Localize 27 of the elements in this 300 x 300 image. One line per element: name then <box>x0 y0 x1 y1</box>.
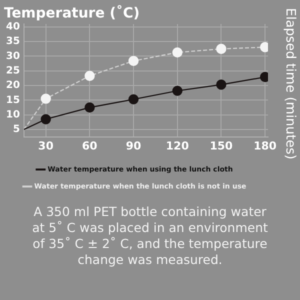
y-tick-label: 15 <box>6 94 20 106</box>
point <box>84 70 95 81</box>
y-tick-label: 20 <box>6 80 20 92</box>
x-tick-label: 30 <box>38 139 54 152</box>
x-tick-label: 90 <box>126 139 142 152</box>
x-tick-label: 150 <box>210 139 234 152</box>
y-tick-label: 35 <box>6 36 20 48</box>
x-tick-label: 180 <box>254 139 277 152</box>
y-tick-label: 5 <box>12 124 20 136</box>
x-tick-label: 60 <box>82 139 98 152</box>
point <box>172 47 182 58</box>
y-tick-label: 30 <box>6 50 20 62</box>
point <box>172 86 182 96</box>
point <box>216 44 226 54</box>
point <box>216 80 226 90</box>
text: A 350 ml PET bottle containing water at 5˚ C was placed in an environment of 35˚ C ± 2˚ C, and the temperature change was measured. <box>31 203 269 269</box>
point <box>84 102 95 113</box>
y-tick-label: 40 <box>6 22 20 33</box>
point <box>40 114 51 124</box>
text: Elapsed time (minutes) <box>282 8 298 160</box>
point <box>128 94 139 104</box>
point <box>40 94 51 104</box>
y-axis-title: Temperature (˚C) <box>4 4 140 22</box>
y-tick-label: 10 <box>6 109 20 120</box>
y-tick-label: 25 <box>6 65 20 76</box>
x-tick-label: 120 <box>166 139 190 152</box>
point <box>128 56 139 66</box>
